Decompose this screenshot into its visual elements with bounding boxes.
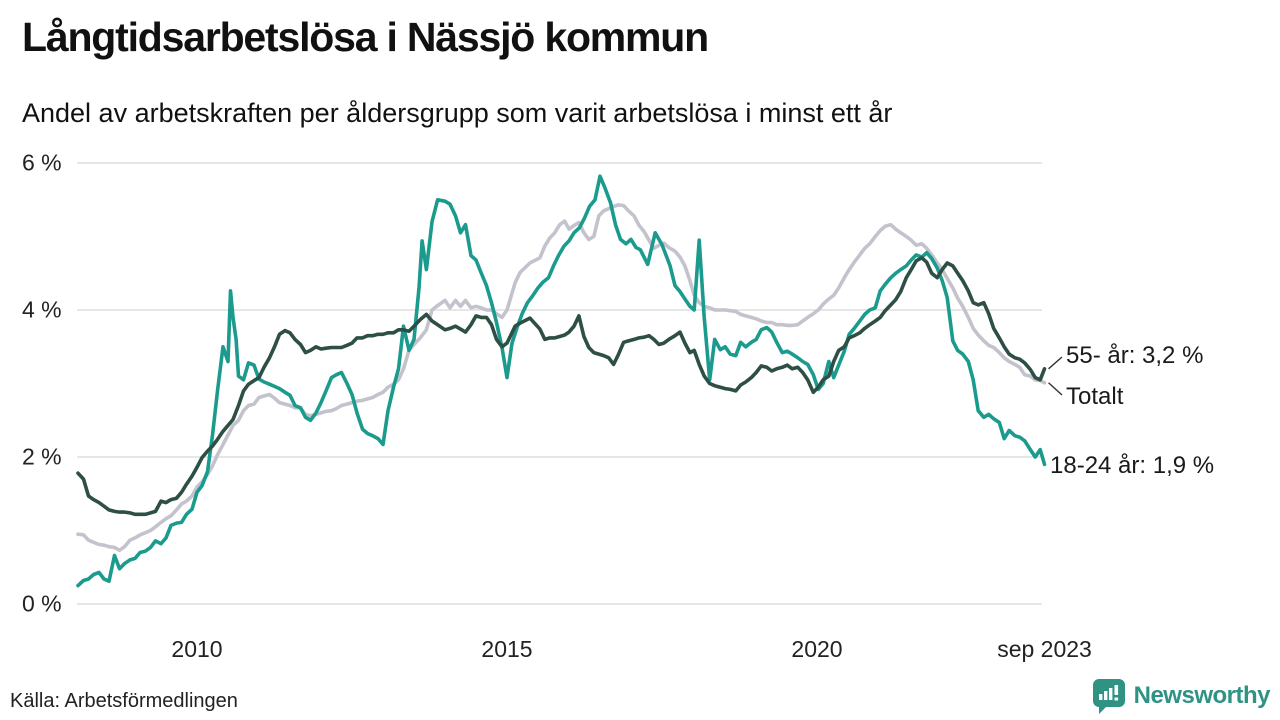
- annotation-connectors: [1048, 356, 1063, 396]
- y-tick-label: 0 %: [22, 590, 62, 617]
- brand-footer: Newsworthy: [1092, 678, 1271, 714]
- annotation-connector-line: [1048, 382, 1063, 396]
- y-tick-label: 2 %: [22, 443, 62, 470]
- series-line-18-24-r: [76, 174, 1047, 588]
- annotation-connector-line: [1048, 356, 1063, 370]
- gridlines: [77, 162, 1042, 605]
- y-tick-label: 6 %: [22, 149, 62, 176]
- series-line-55-r: [76, 255, 1047, 517]
- x-tick-label: sep 2023: [997, 636, 1092, 662]
- label-totalt: Totalt: [1066, 383, 1124, 410]
- series-lines: [76, 174, 1047, 588]
- newsworthy-logo-icon: [1092, 679, 1125, 714]
- page-title: Långtidsarbetslösa i Nässjö kommun: [22, 14, 709, 60]
- x-tick-label: 2015: [481, 636, 533, 662]
- series-line-totalt: [76, 203, 1047, 553]
- brand-name: Newsworthy: [1133, 682, 1271, 709]
- chart-subtitle: Andel av arbetskraften per åldersgrupp s…: [22, 98, 893, 128]
- x-tick-label: 2010: [171, 636, 223, 662]
- x-tick-label: 2020: [791, 636, 843, 662]
- y-tick-label: 4 %: [22, 296, 62, 323]
- label-55: 55- år: 3,2 %: [1066, 342, 1204, 369]
- source-note: Källa: Arbetsförmedlingen: [10, 690, 238, 712]
- label-18-24: 18-24 år: 1,9 %: [1050, 452, 1215, 479]
